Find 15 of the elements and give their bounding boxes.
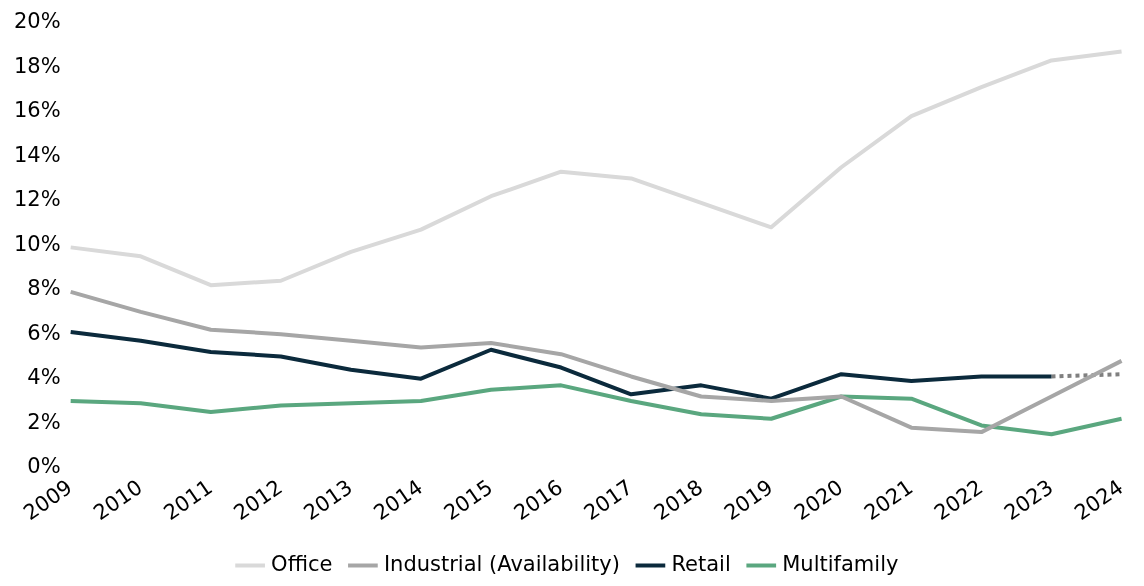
y-tick-label: 20% [13,9,61,34]
legend-label: Industrial (Availability) [383,551,620,576]
y-tick-label: 6% [27,320,61,345]
y-tick-label: 2% [27,409,61,434]
legend-label: Office [271,551,333,576]
legend-label: Multifamily [782,551,899,576]
legend-label: Retail [671,551,731,576]
y-tick-label: 18% [13,53,61,78]
y-tick-label: 8% [27,276,61,301]
y-tick-label: 0% [27,454,61,479]
y-tick-label: 16% [13,98,61,123]
y-tick-label: 14% [13,142,61,167]
y-tick-label: 10% [13,231,61,256]
y-tick-label: 12% [13,187,61,212]
y-tick-label: 4% [27,365,61,390]
